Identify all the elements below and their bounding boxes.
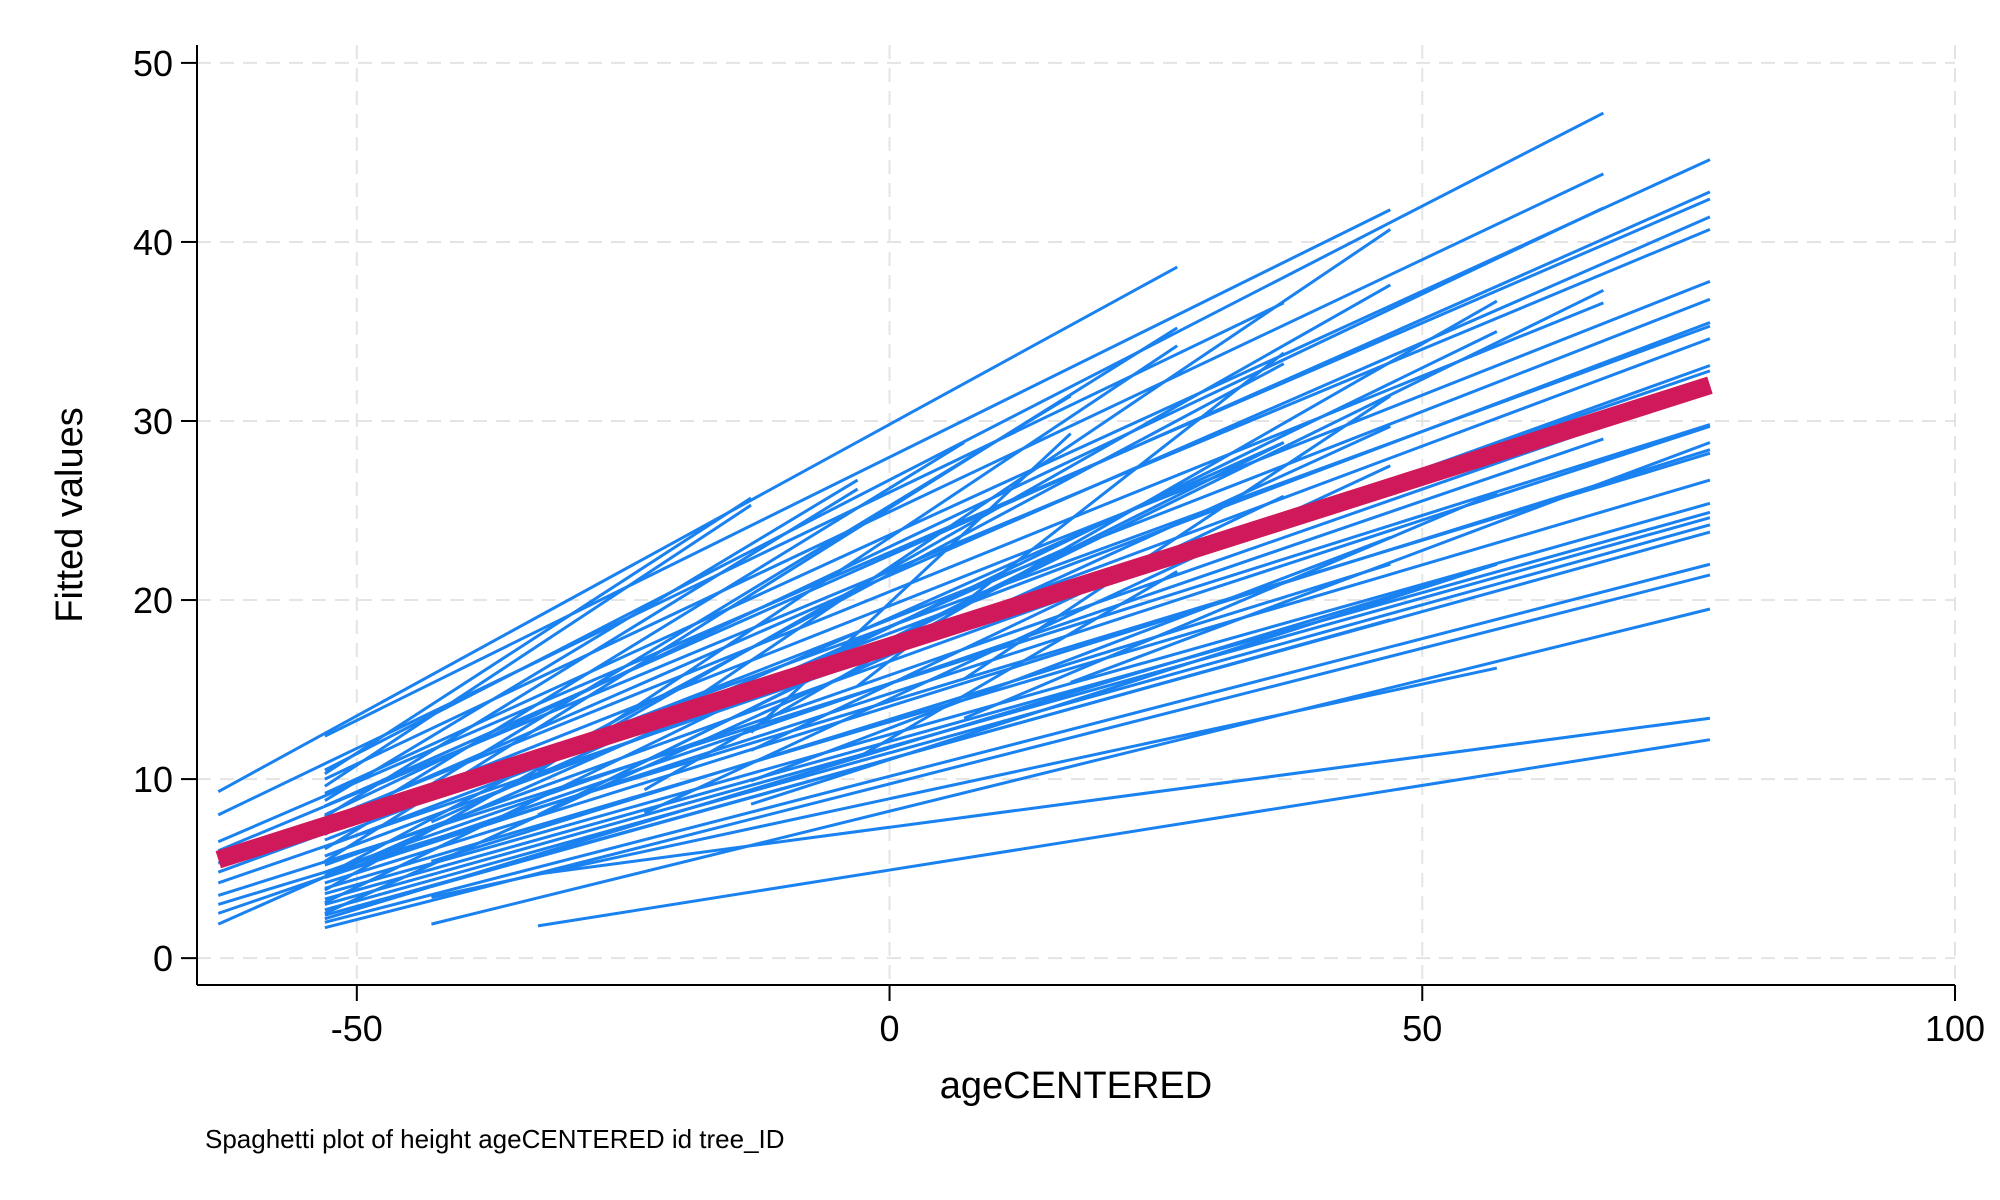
- chart-note: Spaghetti plot of height ageCENTERED id …: [205, 1124, 785, 1154]
- individual-series-line: [324, 215, 1711, 824]
- individual-series-line: [324, 562, 1711, 924]
- individual-series-line: [643, 299, 1498, 792]
- y-tick-label: 30: [133, 401, 173, 442]
- individual-series-line: [217, 301, 1285, 817]
- individual-series-line: [431, 607, 1711, 926]
- individual-series-lines: [217, 111, 1711, 930]
- individual-series-line: [750, 562, 1498, 806]
- individual-series-line: [324, 562, 1498, 921]
- individual-series-line: [963, 491, 1498, 720]
- individual-series-line: [324, 279, 1711, 831]
- individual-series-line: [324, 206, 1605, 817]
- individual-series-line: [217, 437, 1604, 915]
- tick-marks-and-labels: -50 0 50 100 0 10 20 30 40 50: [133, 43, 1985, 1049]
- individual-series-line: [217, 197, 1711, 844]
- individual-series-line: [324, 362, 1285, 878]
- individual-series-line: [324, 190, 1711, 808]
- individual-series-line: [324, 111, 1605, 772]
- axes: [196, 45, 1955, 986]
- x-tick-label: 50: [1402, 1008, 1442, 1049]
- x-axis-title: ageCENTERED: [940, 1065, 1212, 1107]
- individual-series-line: [324, 330, 1498, 904]
- individual-series-line: [963, 394, 1392, 681]
- x-tick-label: 100: [1925, 1008, 1985, 1049]
- individual-series-line: [643, 228, 1392, 734]
- individual-series-line: [324, 364, 1711, 867]
- individual-series-line: [324, 208, 1391, 738]
- mean-fitted-line-group: [215, 376, 1713, 869]
- individual-series-line: [324, 425, 1391, 915]
- y-tick-label: 0: [153, 938, 173, 979]
- y-axis-title: Fitted values: [49, 407, 91, 622]
- x-tick-label: 0: [880, 1008, 900, 1049]
- mean-fitted-line: [215, 376, 1713, 869]
- individual-series-line: [1070, 441, 1711, 684]
- individual-series-line: [324, 503, 752, 788]
- individual-series-line: [324, 448, 1711, 885]
- individual-series-line: [324, 158, 1711, 795]
- individual-series-line: [430, 562, 1391, 863]
- individual-series-line: [750, 494, 1285, 752]
- individual-series-line: [324, 496, 752, 775]
- individual-series-line: [324, 573, 1711, 930]
- individual-series-line: [324, 441, 965, 836]
- individual-series-line: [324, 478, 1711, 890]
- individual-series-line: [324, 516, 1711, 906]
- individual-series-line: [537, 738, 1711, 928]
- individual-series-line: [324, 172, 1605, 781]
- y-tick-label: 40: [133, 222, 173, 263]
- individual-series-line: [750, 535, 1391, 783]
- individual-series-line: [324, 478, 859, 802]
- individual-series-line: [537, 716, 1711, 876]
- individual-series-line: [324, 487, 859, 818]
- y-tick-label: 20: [133, 580, 173, 621]
- individual-series-line: [217, 265, 1178, 793]
- individual-series-line: [537, 344, 1179, 774]
- y-tick-label: 50: [133, 43, 173, 84]
- individual-series-line: [324, 510, 1711, 901]
- y-tick-label: 10: [133, 759, 173, 800]
- individual-series-line: [217, 423, 1711, 897]
- individual-series-line: [856, 570, 1178, 759]
- x-tick-label: -50: [331, 1008, 383, 1049]
